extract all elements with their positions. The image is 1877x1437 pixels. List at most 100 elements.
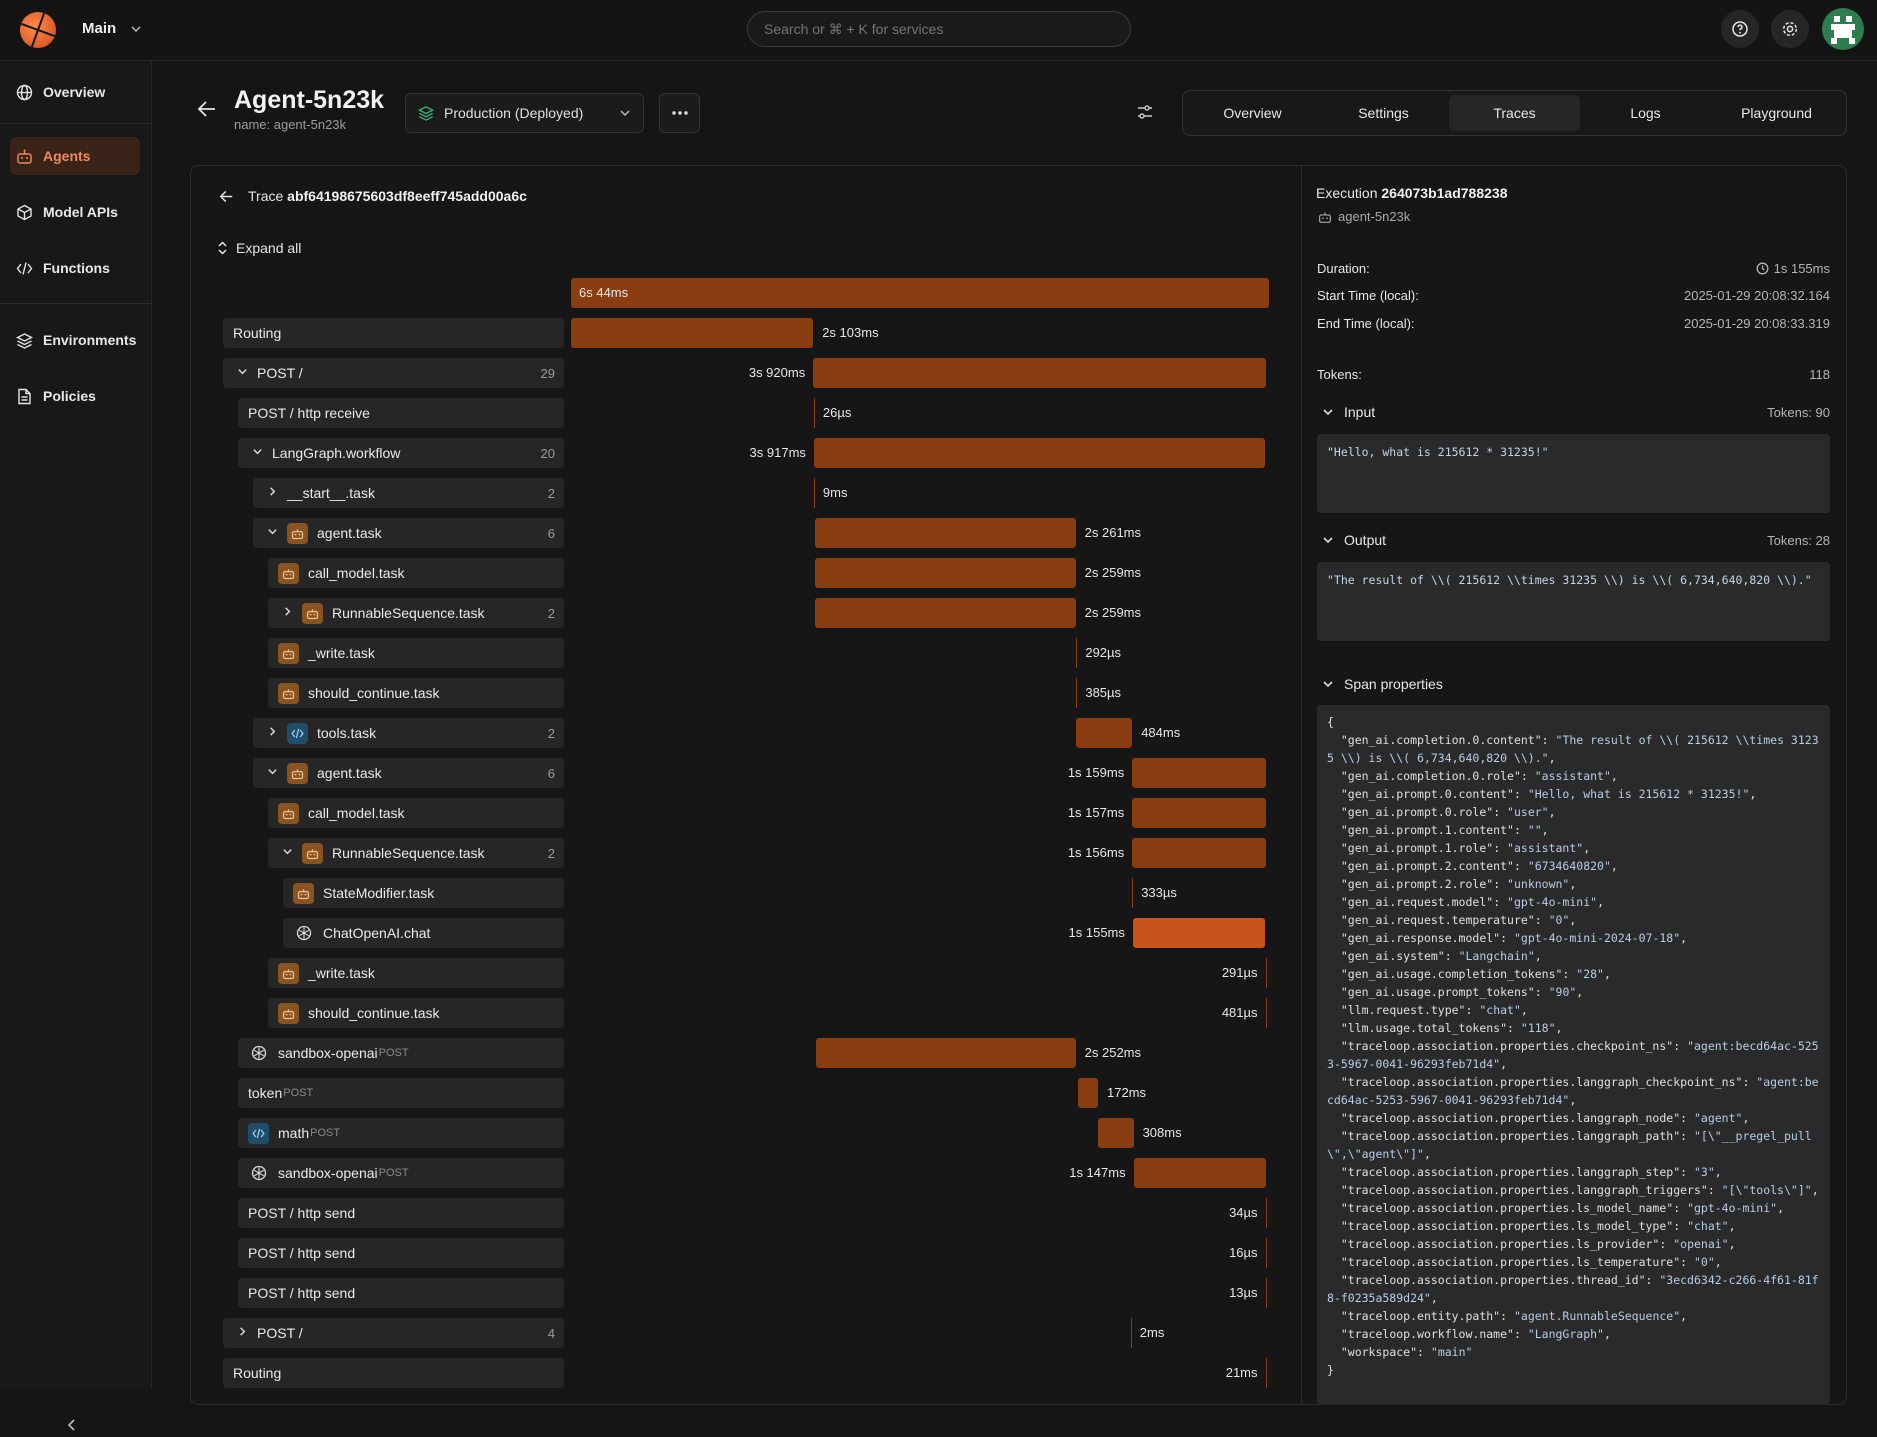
sidebar-item-model-apis[interactable]: Model APIs <box>10 193 140 231</box>
span-row[interactable]: sandbox-openai POST <box>238 1158 564 1188</box>
span-bar[interactable] <box>1132 838 1266 868</box>
span-bar[interactable] <box>1133 1158 1266 1188</box>
sidebar-item-overview[interactable]: Overview <box>10 73 140 111</box>
tab-overview[interactable]: Overview <box>1223 105 1282 121</box>
chevron-down-icon <box>131 25 141 32</box>
span-tick[interactable] <box>1076 678 1078 708</box>
span-bar[interactable] <box>1132 758 1266 788</box>
span-bar[interactable] <box>813 438 1266 468</box>
span-duration: 1s 157ms <box>1067 805 1125 820</box>
span-tick[interactable] <box>1076 638 1078 668</box>
chevron-down-icon[interactable] <box>265 526 279 540</box>
span-tick[interactable] <box>1132 878 1134 908</box>
end-time-value: 2025-01-29 20:08:33.319 <box>1683 316 1830 331</box>
chevron-down-icon[interactable] <box>235 366 249 380</box>
span-row[interactable]: _write.task <box>268 958 564 988</box>
settings-button[interactable] <box>1771 10 1809 48</box>
span-row[interactable]: POST / http send <box>238 1198 564 1228</box>
span-tick[interactable] <box>1265 1198 1267 1228</box>
span-tick[interactable] <box>1265 998 1267 1028</box>
span-bar[interactable] <box>815 1038 1076 1068</box>
tab-playground[interactable]: Playground <box>1741 105 1812 121</box>
span-tick[interactable] <box>1265 958 1267 988</box>
chevron-right-icon[interactable] <box>280 606 294 620</box>
span-tick[interactable] <box>1265 1238 1267 1268</box>
chevron-right-icon[interactable] <box>235 1326 249 1340</box>
span-row[interactable]: sandbox-openai POST <box>238 1038 564 1068</box>
span-row[interactable]: POST / http receive <box>238 398 564 428</box>
span-row[interactable]: tools.task 2 <box>253 718 564 748</box>
span-row[interactable]: agent.task 6 <box>253 758 564 788</box>
span-bar[interactable] <box>1078 1078 1098 1108</box>
span-properties-toggle[interactable]: Span properties <box>1322 676 1443 692</box>
span-row[interactable]: StateModifier.task <box>283 878 564 908</box>
span-bar[interactable] <box>814 518 1076 548</box>
chevron-down-icon[interactable] <box>280 846 294 860</box>
span-row[interactable]: _write.task <box>268 638 564 668</box>
span-row[interactable]: __start__.task 2 <box>253 478 564 508</box>
span-tick[interactable] <box>813 478 815 508</box>
sidebar-item-functions[interactable]: Functions <box>10 249 140 287</box>
span-bar[interactable] <box>814 558 1076 588</box>
span-bar[interactable] <box>571 318 814 348</box>
span-bar[interactable] <box>1097 1118 1134 1148</box>
input-content: "Hello, what is 215612 * 31235!" <box>1317 434 1830 513</box>
search-input[interactable] <box>747 11 1131 47</box>
page-subtitle: name: agent-5n23k <box>234 117 347 132</box>
chevron-right-icon[interactable] <box>265 486 279 500</box>
input-section-toggle[interactable]: Input <box>1322 404 1375 420</box>
span-row[interactable]: LangGraph.workflow 20 <box>238 438 564 468</box>
chevron-down-icon[interactable] <box>265 766 279 780</box>
span-row[interactable]: POST / 29 <box>223 358 564 388</box>
span-bar[interactable] <box>1132 798 1266 828</box>
span-row[interactable]: ChatOpenAI.chat <box>283 918 564 948</box>
expand-all-button[interactable]: Expand all <box>217 240 301 256</box>
span-bar[interactable] <box>814 598 1076 628</box>
robot-icon <box>302 842 323 864</box>
chevron-down-icon[interactable] <box>250 446 264 460</box>
more-options-button[interactable] <box>659 93 700 133</box>
span-row[interactable]: Routing <box>223 318 564 348</box>
sidebar-item-environments[interactable]: Environments <box>10 321 140 359</box>
span-tick[interactable] <box>1265 1278 1267 1308</box>
span-tick[interactable] <box>1130 1318 1132 1348</box>
span-bar[interactable] <box>813 358 1266 388</box>
span-row[interactable]: call_model.task <box>268 798 564 828</box>
filter-button[interactable] <box>1137 104 1153 123</box>
collapse-sidebar-button[interactable] <box>66 1416 78 1437</box>
span-row[interactable]: RunnableSequence.task 2 <box>268 838 564 868</box>
avatar[interactable] <box>1822 8 1864 50</box>
tab-traces[interactable]: Traces <box>1449 95 1580 131</box>
span-row[interactable]: POST / http send <box>238 1278 564 1308</box>
span-row[interactable]: math POST <box>238 1118 564 1148</box>
span-row[interactable]: POST / http send <box>238 1238 564 1268</box>
tab-settings[interactable]: Settings <box>1358 105 1409 121</box>
span-row[interactable]: should_continue.task <box>268 998 564 1028</box>
logo[interactable] <box>20 12 56 48</box>
output-section-toggle[interactable]: Output <box>1322 532 1386 548</box>
span-row[interactable]: POST / 4 <box>223 1318 564 1348</box>
sidebar-item-policies[interactable]: Policies <box>10 377 140 415</box>
span-tick[interactable] <box>813 398 815 428</box>
span-row[interactable]: Routing <box>223 1358 564 1388</box>
arrow-left-icon[interactable] <box>219 190 234 203</box>
span-row[interactable]: call_model.task <box>268 558 564 588</box>
sidebar-item-agents[interactable]: Agents <box>10 137 140 175</box>
help-button[interactable] <box>1721 10 1759 48</box>
workspace-selector[interactable]: Main <box>82 20 142 37</box>
environment-select[interactable]: Production (Deployed) <box>405 93 644 133</box>
chevron-right-icon[interactable] <box>265 726 279 740</box>
span-duration: 2s 259ms <box>1084 605 1142 620</box>
span-row[interactable]: should_continue.task <box>268 678 564 708</box>
span-tick[interactable] <box>1265 1358 1267 1388</box>
back-button[interactable] <box>197 100 217 121</box>
span-row[interactable]: agent.task 6 <box>253 518 564 548</box>
span-property: "traceloop.association.properties.ls_mod… <box>1340 1201 1785 1215</box>
span-row[interactable]: RunnableSequence.task 2 <box>268 598 564 628</box>
span-bar[interactable] <box>1076 718 1133 748</box>
span-duration: 1s 156ms <box>1067 845 1125 860</box>
span-row[interactable]: token POST <box>238 1078 564 1108</box>
span-bar[interactable] <box>1132 918 1266 948</box>
tab-logs[interactable]: Logs <box>1630 105 1661 121</box>
span-name: should_continue.task <box>308 685 440 701</box>
